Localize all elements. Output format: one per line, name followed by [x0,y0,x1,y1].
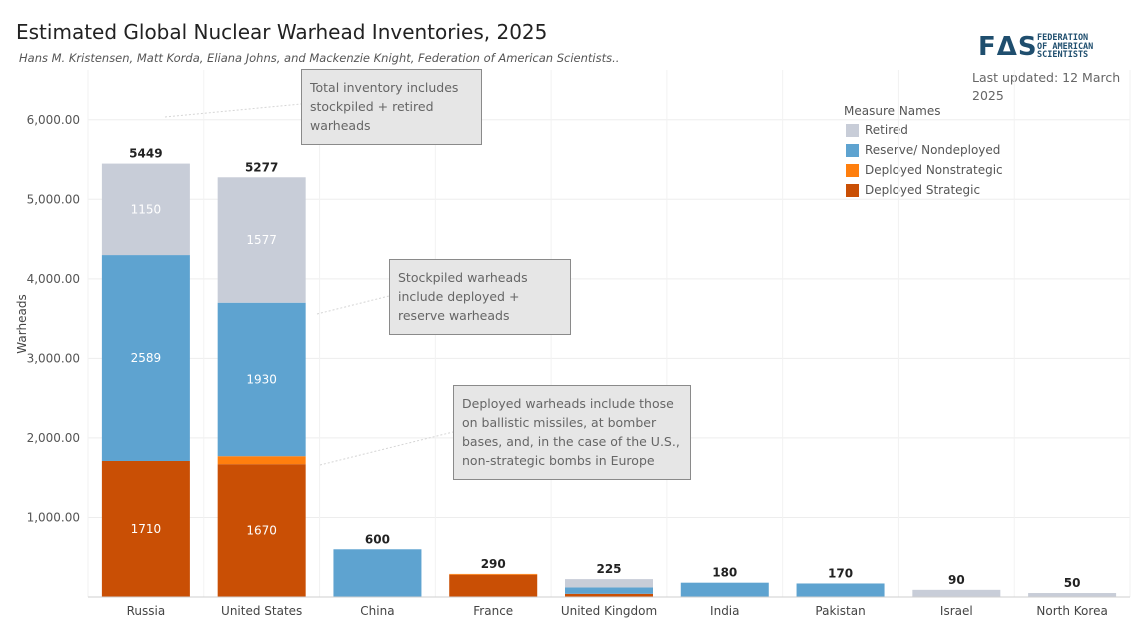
legend-item[interactable]: Deployed Strategic [844,181,980,201]
bar-segment-reserve-nondeployed [680,582,769,597]
bar-segment-retired [912,589,1001,597]
legend-swatch [846,164,859,177]
bar-segment-deployed-strategic [565,593,653,597]
x-tick-label: France [473,604,513,618]
legend-swatch [846,124,859,137]
annotation-leader-line [319,431,454,466]
bar-segment-reserve-nondeployed [333,549,422,597]
annotation-stockpiled: Stockpiled warheads include deployed + r… [389,259,571,335]
total-data-label: 225 [596,562,621,576]
logo-text: FEDERATION OF AMERICAN SCIENTISTS [1037,34,1093,60]
annotation-leader-line [164,103,302,118]
segment-data-label: 1150 [131,202,162,216]
x-tick-label: Russia [127,604,166,618]
x-tick-label: Pakistan [815,604,865,618]
last-updated: Last updated: 12 March 2025 [972,70,1121,103]
bar-segment-deployed-strategic [101,460,190,597]
logo-line-2: OF AMERICAN [1037,41,1094,52]
y-tick-label: 1,000.00 [27,510,80,524]
bar-segment-retired [217,177,306,303]
segment-data-label: 1577 [246,233,277,247]
legend-swatch [846,144,859,157]
legend: Measure Names Retired Reserve/ Nondeploye… [844,104,1003,201]
y-tick-label: 5,000.00 [27,192,80,206]
logo-line-1: FEDERATION [1037,33,1089,43]
segment-data-label: 1670 [246,524,277,538]
logo-line-3: SCIENTISTS [1037,50,1089,61]
legend-item[interactable]: Retired [844,121,940,141]
total-data-label: 5449 [129,147,162,161]
total-data-label: 600 [365,532,390,546]
segment-data-label: 2589 [131,351,162,365]
bar-segment-reserve-nondeployed [565,587,653,594]
bar-segment-reserve-nondeployed [796,583,885,597]
legend-item[interactable]: Deployed Nonstrategic [844,161,1003,181]
legend-label: Deployed Strategic [865,183,981,197]
y-tick-label: 4,000.00 [27,272,80,286]
total-data-label: 180 [712,566,737,580]
bar-segment-deployed-strategic [449,574,538,597]
x-tick-label: India [710,604,739,618]
bar-segment-deployed-nonstrategic [449,573,538,575]
bar-segment-deployed-nonstrategic [217,456,306,465]
total-data-label: 290 [481,557,506,571]
x-tick-label: North Korea [1036,604,1107,618]
x-tick-label: China [360,604,394,618]
y-axis-label: Warheads [15,294,29,353]
total-data-label: 5277 [245,160,278,174]
legend-label: Deployed Nonstrategic [865,163,1003,177]
segment-data-label: 1930 [246,372,277,386]
legend-title: Measure Names [844,104,941,118]
annotation-total-inventory: Total inventory includes stockpiled + re… [301,69,482,145]
y-tick-label: 6,000.00 [27,113,80,127]
total-data-label: 50 [1064,576,1081,590]
y-tick-label: 3,000.00 [27,351,80,365]
x-tick-label: United Kingdom [561,604,657,618]
y-tick-label: 2,000.00 [27,431,80,445]
fas-logo: FΔS FEDERATION OF AMERICAN SCIENTISTS [978,33,1098,63]
bar-segment-deployed-strategic [217,464,306,597]
logo-mark: FΔS [978,32,1038,62]
bar-segment-reserve-nondeployed [101,255,190,461]
bar-segment-retired [1028,593,1117,597]
total-data-label: 90 [948,573,965,587]
bar-segment-retired [101,163,190,256]
legend-label: Retired [865,123,908,137]
legend-swatch [846,184,859,197]
x-tick-label: Israel [940,604,973,618]
total-data-label: 170 [828,566,853,580]
chart-title: Estimated Global Nuclear Warhead Invento… [16,20,548,44]
x-tick-label: United States [221,604,302,618]
annotation-leader-line [316,295,390,315]
segment-data-label: 1710 [131,522,162,536]
bar-segment-reserve-nondeployed [217,302,306,457]
chart-subtitle: Hans M. Kristensen, Matt Korda, Eliana J… [19,51,620,65]
annotation-deployed: Deployed warheads include those on balli… [453,385,691,480]
bar-segment-retired [565,579,653,588]
